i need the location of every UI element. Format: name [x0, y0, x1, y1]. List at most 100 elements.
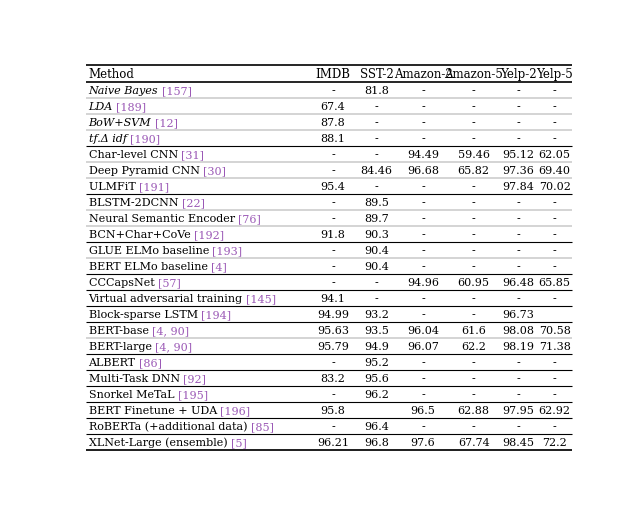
Text: -: - [472, 213, 476, 223]
Text: -: - [331, 261, 335, 271]
Text: 67.4: 67.4 [321, 102, 346, 111]
Text: 96.73: 96.73 [502, 309, 534, 319]
Text: -: - [553, 86, 557, 96]
Text: -: - [421, 86, 425, 96]
Text: [4, 90]: [4, 90] [152, 325, 189, 335]
Text: [12]: [12] [155, 118, 178, 128]
Text: 97.6: 97.6 [411, 437, 435, 447]
Text: [194]: [194] [201, 309, 231, 319]
Text: -: - [421, 261, 425, 271]
Text: [57]: [57] [158, 277, 180, 287]
Text: 62.92: 62.92 [539, 405, 571, 415]
Text: -: - [374, 102, 378, 111]
Text: -: - [553, 421, 557, 431]
Text: 94.96: 94.96 [407, 277, 439, 287]
Text: -: - [472, 102, 476, 111]
Text: [76]: [76] [238, 213, 261, 223]
Text: -: - [516, 389, 520, 399]
Text: -: - [331, 389, 335, 399]
Text: 94.1: 94.1 [321, 293, 346, 303]
Text: 98.45: 98.45 [502, 437, 534, 447]
Text: 98.19: 98.19 [502, 341, 534, 351]
Text: Method: Method [88, 68, 134, 80]
Text: -: - [472, 181, 476, 191]
Text: 95.2: 95.2 [364, 357, 389, 367]
Text: -: - [516, 86, 520, 96]
Text: BLSTM-2DCNN: BLSTM-2DCNN [88, 197, 182, 207]
Text: -: - [472, 133, 476, 144]
Text: -: - [516, 133, 520, 144]
Text: 69.40: 69.40 [539, 165, 571, 176]
Text: -: - [331, 150, 335, 159]
Text: 91.8: 91.8 [321, 230, 346, 239]
Text: Yelp-2: Yelp-2 [500, 68, 536, 80]
Text: 65.85: 65.85 [539, 277, 571, 287]
Text: BERT-base: BERT-base [88, 325, 152, 335]
Text: [192]: [192] [194, 230, 224, 239]
Text: -: - [553, 118, 557, 128]
Text: 95.4: 95.4 [321, 181, 346, 191]
Text: Block-sparse LSTM: Block-sparse LSTM [88, 309, 201, 319]
Text: -: - [421, 245, 425, 256]
Text: -: - [516, 373, 520, 383]
Text: -: - [472, 197, 476, 207]
Text: -: - [472, 309, 476, 319]
Text: 81.8: 81.8 [364, 86, 389, 96]
Text: SST-2: SST-2 [360, 68, 394, 80]
Text: -: - [553, 102, 557, 111]
Text: 83.2: 83.2 [321, 373, 346, 383]
Text: Virtual adversarial training: Virtual adversarial training [88, 293, 246, 303]
Text: [22]: [22] [182, 197, 205, 207]
Text: [85]: [85] [250, 421, 273, 431]
Text: 88.1: 88.1 [321, 133, 346, 144]
Text: -: - [516, 293, 520, 303]
Text: 96.07: 96.07 [407, 341, 439, 351]
Text: -: - [553, 213, 557, 223]
Text: -: - [421, 389, 425, 399]
Text: -: - [553, 197, 557, 207]
Text: -: - [374, 293, 378, 303]
Text: BERT ELMo baseline: BERT ELMo baseline [88, 261, 211, 271]
Text: 93.5: 93.5 [364, 325, 389, 335]
Text: Char-level CNN: Char-level CNN [88, 150, 181, 159]
Text: -: - [516, 197, 520, 207]
Text: -: - [472, 86, 476, 96]
Text: -: - [374, 181, 378, 191]
Text: -: - [472, 421, 476, 431]
Text: 96.2: 96.2 [364, 389, 389, 399]
Text: 93.2: 93.2 [364, 309, 389, 319]
Text: [30]: [30] [203, 165, 226, 176]
Text: 98.08: 98.08 [502, 325, 534, 335]
Text: -: - [374, 118, 378, 128]
Text: -: - [331, 213, 335, 223]
Text: 96.68: 96.68 [407, 165, 439, 176]
Text: GLUE ELMo baseline: GLUE ELMo baseline [88, 245, 212, 256]
Text: -: - [516, 421, 520, 431]
Text: 70.58: 70.58 [539, 325, 571, 335]
Text: 95.6: 95.6 [364, 373, 389, 383]
Text: BoW+SVM: BoW+SVM [88, 118, 155, 128]
Text: 94.9: 94.9 [364, 341, 389, 351]
Text: -: - [516, 213, 520, 223]
Text: IMDB: IMDB [316, 68, 351, 80]
Text: [145]: [145] [246, 293, 276, 303]
Text: -: - [421, 133, 425, 144]
Text: [157]: [157] [162, 86, 191, 96]
Text: 96.21: 96.21 [317, 437, 349, 447]
Text: -: - [553, 389, 557, 399]
Text: -: - [553, 133, 557, 144]
Text: 97.95: 97.95 [502, 405, 534, 415]
Text: -: - [374, 150, 378, 159]
Text: -: - [516, 357, 520, 367]
Text: Neural Semantic Encoder: Neural Semantic Encoder [88, 213, 238, 223]
Text: 89.7: 89.7 [364, 213, 389, 223]
Text: [4]: [4] [211, 261, 227, 271]
Text: -: - [472, 293, 476, 303]
Text: 71.38: 71.38 [539, 341, 571, 351]
Text: -: - [421, 118, 425, 128]
Text: -: - [516, 230, 520, 239]
Text: 97.36: 97.36 [502, 165, 534, 176]
Text: 96.4: 96.4 [364, 421, 389, 431]
Text: 70.02: 70.02 [539, 181, 571, 191]
Text: Amazon-5: Amazon-5 [444, 68, 503, 80]
